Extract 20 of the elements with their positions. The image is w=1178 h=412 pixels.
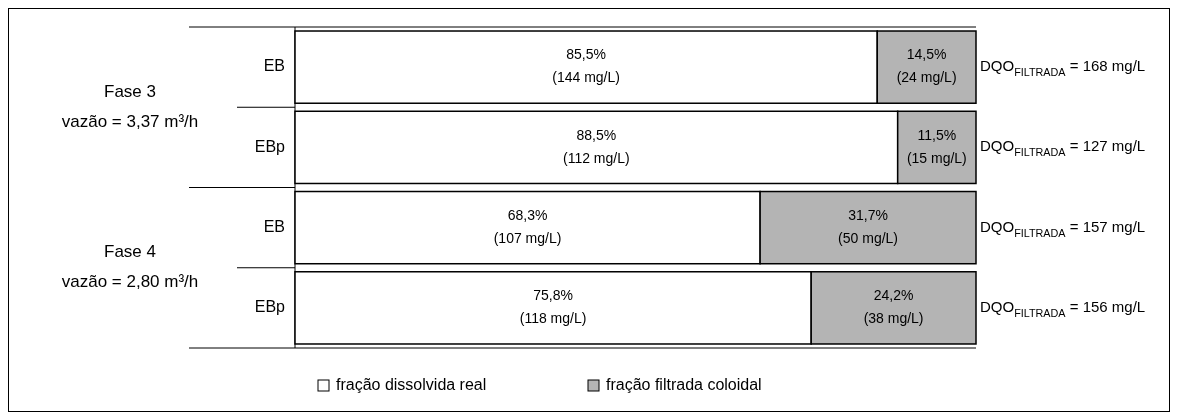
data-label: 31,7% (50 mg/L) [838,206,899,246]
text: Fase 3 vazão = 3,37 m³/h [61,81,199,131]
y-tick-label: EB [263,217,285,235]
data-label: 14,5% (24 mg/L) [896,46,957,86]
legend-label: fração dissolvida real [336,376,487,394]
y-tick-label: EBp [254,137,286,155]
text: Fase 4 vazão = 2,80 m³/h [61,242,199,292]
legend-label: fração filtrada coloidal [606,376,762,394]
data-label: 11,5% (15 mg/L) [906,126,967,166]
data-label: 68,3% (107 mg/L) [493,206,562,246]
y-tick-label: EB [263,57,285,75]
text: DQO$_{FILTRADA}$ = 156 mg/L [980,297,1146,319]
data-label: 85,5% (144 mg/L) [552,46,620,86]
text: DQO$_{FILTRADA}$ = 168 mg/L [980,57,1146,78]
data-label: 88,5% (112 mg/L) [563,126,630,166]
data-label: 24,2% (38 mg/L) [863,287,924,327]
y-tick-label: EBp [254,298,286,316]
text: DQO$_{FILTRADA}$ = 127 mg/L [980,137,1146,159]
text: DQO$_{FILTRADA}$ = 157 mg/L [980,217,1146,239]
data-label: 75,8% (118 mg/L) [519,287,587,327]
